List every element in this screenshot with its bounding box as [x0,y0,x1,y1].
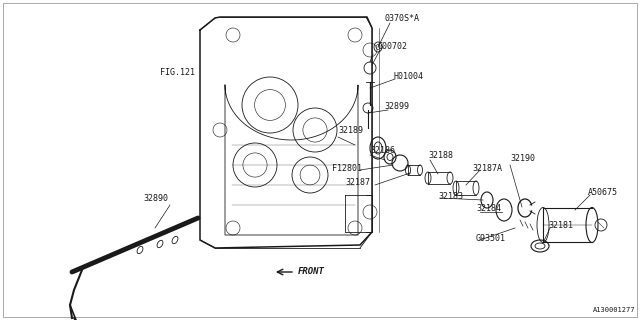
Text: 32188: 32188 [428,150,453,159]
Text: 32187: 32187 [345,178,370,187]
Text: 0370S*A: 0370S*A [384,13,419,22]
Text: 32186: 32186 [370,146,395,155]
Text: H01004: H01004 [393,71,423,81]
Text: G00702: G00702 [378,42,408,51]
Text: 32189: 32189 [338,125,363,134]
Text: 32183: 32183 [438,191,463,201]
Text: A50675: A50675 [588,188,618,196]
Text: F12801: F12801 [332,164,362,172]
Text: 32890: 32890 [143,194,168,203]
Text: FRONT: FRONT [298,268,325,276]
Text: 32899: 32899 [384,101,409,110]
Text: 32190: 32190 [510,154,535,163]
Text: 32181: 32181 [548,220,573,229]
Text: A130001277: A130001277 [593,307,635,313]
Text: 32187A: 32187A [472,164,502,172]
Text: 32184: 32184 [476,204,501,212]
Text: G93501: G93501 [476,234,506,243]
Text: FIG.121: FIG.121 [160,68,195,76]
